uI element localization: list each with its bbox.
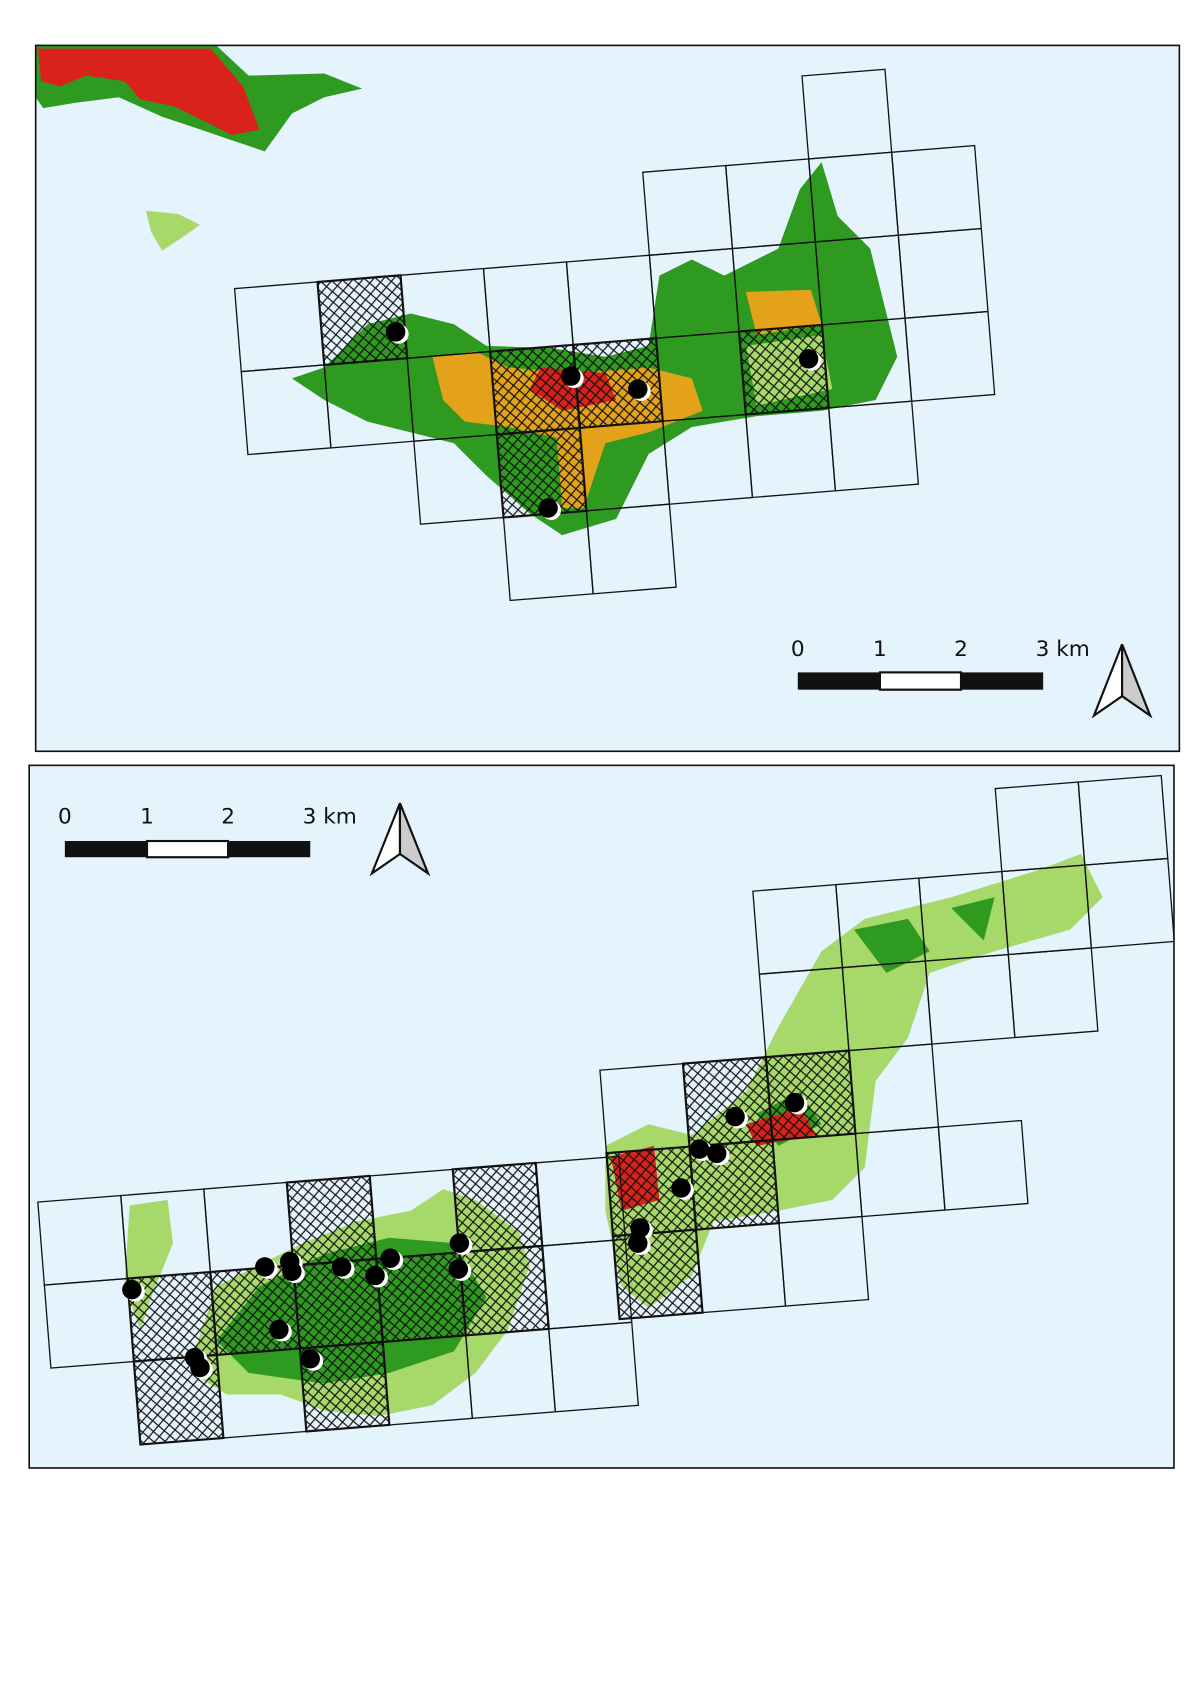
grid-cell-occupied (681, 1055, 774, 1148)
scale-segment (145, 839, 230, 859)
grid-cell (828, 400, 920, 492)
north-arrow (369, 802, 431, 877)
grid-cell (585, 503, 677, 595)
maps: 0 1 2 3 km (28, 44, 1181, 1469)
scale-segment (961, 672, 1044, 690)
scale-label: 0 (58, 805, 72, 830)
sightings (122, 1092, 808, 1380)
grid-cell-occupied (285, 1174, 378, 1267)
sighting-dot (628, 379, 648, 399)
sighting-dot (628, 1233, 648, 1253)
frame (28, 764, 1175, 1469)
grid-block (233, 68, 996, 602)
north-arrow (1091, 643, 1153, 719)
sighting-dot (671, 1178, 691, 1198)
grid-cell (937, 1119, 1029, 1211)
frame (34, 44, 1181, 753)
scale-label: 0 (791, 637, 805, 662)
scale-label: 3 km (1036, 637, 1090, 662)
scale-segment (64, 841, 148, 858)
sighting-dot (365, 1265, 385, 1286)
scale-label: 1 (873, 637, 887, 662)
sighting-dot (449, 1233, 470, 1253)
sighting-dot (385, 322, 406, 342)
sighting-dot (725, 1106, 745, 1127)
sighting-dot (784, 1092, 805, 1113)
scale-bar: 0 1 2 3 km (58, 805, 357, 859)
map-bottom: 0 1 2 3 km (29, 765, 1174, 1468)
sighting-dot (448, 1259, 469, 1279)
sighting-dot (798, 349, 819, 369)
sighting-dot (630, 1218, 650, 1238)
scale-label: 2 (221, 805, 235, 830)
sighting-dot (255, 1257, 275, 1277)
grid-cell-occupied (488, 343, 581, 436)
sighting-dot (689, 1139, 710, 1159)
grid-cell (1084, 857, 1174, 949)
urban-north (37, 48, 260, 136)
sighting-dot (190, 1357, 210, 1378)
scale-segment (228, 841, 311, 858)
grid-cell (548, 1321, 639, 1413)
sighting-dot (300, 1349, 320, 1369)
grid-cell-occupied (764, 1049, 857, 1142)
grid-block (599, 774, 1174, 1321)
sighting-dot (331, 1257, 352, 1277)
scale-label: 1 (140, 805, 154, 830)
sighting-dot (269, 1319, 289, 1340)
sighting-dot (380, 1248, 400, 1269)
sighting-dot (282, 1261, 302, 1281)
sighting-dot (706, 1143, 727, 1164)
grid-cell (1007, 947, 1099, 1039)
sighting-dot (538, 498, 558, 518)
grid-cell-occupied (611, 1228, 704, 1321)
grid-cell-occupied (316, 274, 409, 367)
sightings (385, 322, 822, 520)
agricultural-east (745, 289, 822, 336)
grid-cell-occupied (458, 1244, 550, 1337)
grid (233, 68, 996, 602)
scale-label: 3 km (303, 805, 357, 830)
grid-cell (778, 1215, 870, 1307)
scale-label: 2 (954, 637, 968, 662)
scale-segment (797, 672, 880, 690)
islet (145, 210, 200, 251)
grid-cell (904, 310, 996, 402)
sighting-dot (122, 1279, 142, 1300)
sighting-dot (561, 366, 581, 386)
scale-segment (878, 671, 963, 691)
scale-bar: 0 1 2 3 km (791, 637, 1090, 691)
grid-cell-occupied (571, 337, 664, 430)
map-top: 0 1 2 3 km (35, 45, 1180, 752)
